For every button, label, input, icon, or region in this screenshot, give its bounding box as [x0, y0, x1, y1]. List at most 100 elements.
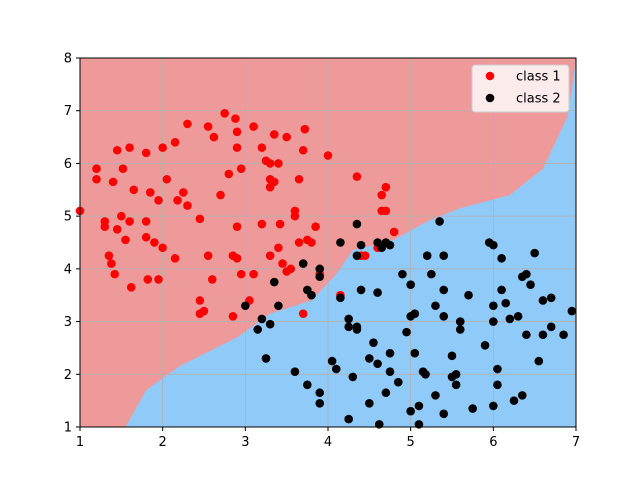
- series-2-point: [439, 409, 449, 419]
- series-2-point: [348, 372, 358, 382]
- series-1-point: [265, 159, 275, 168]
- series-1-point: [195, 296, 205, 305]
- series-2-point: [352, 219, 362, 229]
- series-2-point: [336, 293, 345, 303]
- series-2-point: [315, 398, 325, 408]
- series-1-point: [112, 145, 122, 155]
- y-tick-label: 1: [64, 421, 72, 436]
- series-1-point: [290, 211, 300, 221]
- series-1-point: [179, 188, 188, 197]
- series-2-point: [451, 380, 461, 390]
- series-2-point: [352, 325, 362, 334]
- y-tick-label: 7: [64, 104, 72, 119]
- series-2-point: [538, 330, 548, 340]
- series-2-point: [567, 306, 577, 316]
- series-2-point: [480, 340, 490, 350]
- series-1-point: [110, 269, 120, 279]
- series-2-point: [406, 406, 415, 416]
- series-2-point: [315, 264, 325, 274]
- series-2-point: [257, 314, 267, 324]
- series-1-point: [209, 132, 219, 142]
- series-2-point: [505, 314, 515, 324]
- legend-box: [471, 64, 570, 113]
- series-1-point: [92, 174, 101, 184]
- series-2-point: [522, 269, 531, 279]
- series-1-point: [228, 312, 238, 321]
- series-2-point: [402, 327, 411, 337]
- series-2-point: [406, 280, 415, 289]
- series-1-point: [381, 182, 391, 192]
- series-2-point: [522, 330, 531, 340]
- series-1-point: [92, 164, 101, 173]
- series-2-point: [269, 277, 279, 287]
- series-1-point: [183, 201, 192, 210]
- series-2-point: [303, 380, 312, 390]
- series-1-point: [207, 275, 217, 284]
- series-2-point: [489, 317, 498, 326]
- series-1-point: [311, 222, 320, 231]
- series-2-point: [307, 290, 316, 300]
- series-1-point: [162, 174, 172, 184]
- series-1-point: [236, 164, 246, 173]
- series-1-point: [236, 269, 246, 279]
- series-1-point: [216, 190, 225, 200]
- series-1-point: [389, 227, 399, 237]
- y-tick-label: 6: [64, 157, 72, 172]
- series-2-point: [381, 388, 391, 398]
- series-1-point: [107, 259, 116, 268]
- series-2-point: [356, 285, 366, 295]
- series-1-point: [257, 219, 267, 229]
- series-1-point: [352, 172, 362, 181]
- series-1-point: [269, 177, 279, 187]
- x-tick-label: 5: [407, 435, 415, 450]
- series-2-point: [410, 309, 420, 318]
- series-2-point: [290, 367, 300, 376]
- series-2-point: [373, 359, 382, 369]
- series-1-point: [112, 225, 122, 234]
- series-1-point: [269, 130, 279, 139]
- series-2-point: [455, 325, 465, 334]
- y-tick-label: 8: [64, 52, 72, 67]
- series-2-point: [265, 319, 275, 329]
- series-2-point: [385, 367, 395, 376]
- series-2-point: [464, 290, 473, 300]
- series-2-point: [241, 301, 250, 311]
- series-2-point: [344, 414, 353, 424]
- series-1-point: [278, 259, 287, 268]
- series-2-point: [344, 322, 353, 332]
- series-1-point: [307, 238, 316, 247]
- x-tick-label: 3: [241, 435, 249, 450]
- series-2-point: [352, 251, 362, 260]
- series-2-point: [530, 248, 539, 258]
- series-1-point: [125, 217, 134, 226]
- series-2-point: [493, 380, 502, 390]
- series-1-point: [118, 164, 128, 173]
- series-1-point: [170, 254, 180, 263]
- data-points: [75, 109, 577, 429]
- series-2-point: [369, 338, 378, 347]
- series-2-point: [274, 301, 283, 311]
- series-1-point: [231, 114, 240, 123]
- series-2-point: [427, 269, 436, 279]
- legend-label: class 2: [516, 92, 561, 107]
- series-1-point: [274, 243, 283, 253]
- series-1-point: [126, 283, 136, 292]
- series-2-point: [546, 322, 556, 332]
- series-1-point: [232, 143, 242, 152]
- series-2-point: [439, 251, 449, 260]
- series-1-point: [232, 127, 242, 137]
- series-1-point: [265, 251, 275, 260]
- legend: class 1 class 2: [471, 64, 570, 113]
- series-1-point: [141, 217, 151, 226]
- series-2-point: [468, 404, 477, 413]
- series-1-point: [117, 211, 126, 221]
- series-1-point: [158, 143, 167, 152]
- series-2-point: [298, 259, 308, 268]
- series-2-point: [447, 351, 457, 361]
- series-1-point: [249, 122, 258, 131]
- series-1-point: [275, 219, 285, 229]
- series-2-point: [365, 354, 374, 363]
- series-2-point: [385, 240, 395, 250]
- y-tick-label: 5: [64, 210, 72, 225]
